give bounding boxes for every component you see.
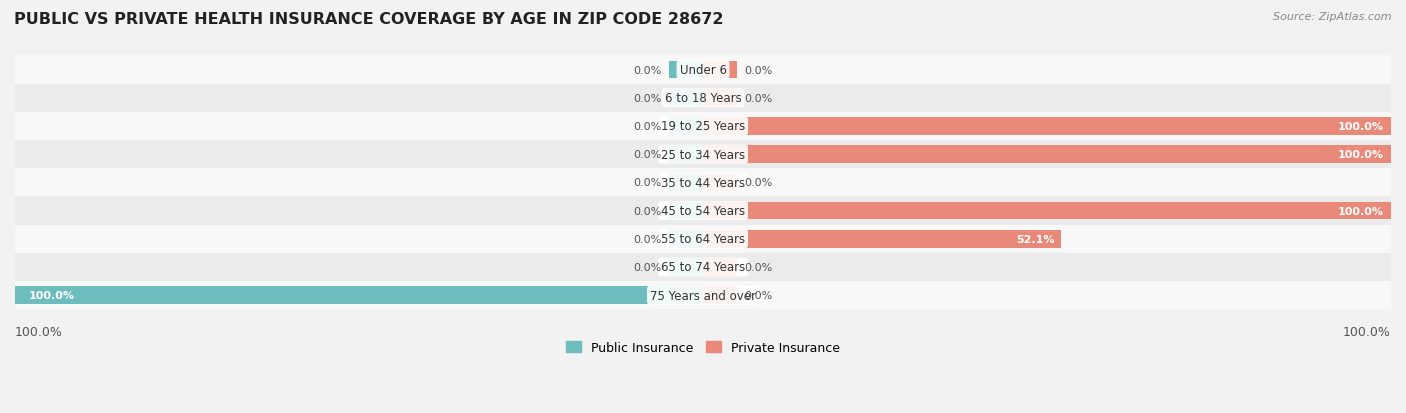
Text: 45 to 54 Years: 45 to 54 Years [661,204,745,218]
Text: 0.0%: 0.0% [634,234,662,244]
Bar [15,56,1391,84]
Text: 0.0%: 0.0% [634,121,662,132]
Text: Under 6: Under 6 [679,64,727,77]
Bar [703,230,1062,248]
Bar [703,118,1391,135]
Legend: Public Insurance, Private Insurance: Public Insurance, Private Insurance [561,336,845,359]
Bar [703,146,1391,164]
Bar [669,174,703,192]
Text: 0.0%: 0.0% [744,262,772,272]
Text: 6 to 18 Years: 6 to 18 Years [665,92,741,105]
Bar [669,259,703,276]
Bar [15,169,1391,197]
Bar [15,253,1391,281]
Bar [15,287,703,304]
Bar [703,174,737,192]
Bar [15,225,1391,253]
Text: 100.0%: 100.0% [1339,150,1384,160]
Bar [703,90,737,107]
Text: 25 to 34 Years: 25 to 34 Years [661,148,745,161]
Bar [669,146,703,164]
Text: 52.1%: 52.1% [1017,234,1054,244]
Text: 0.0%: 0.0% [744,178,772,188]
Bar [669,202,703,220]
Text: 100.0%: 100.0% [15,325,63,338]
Bar [703,62,737,79]
Bar [15,281,1391,309]
Text: 0.0%: 0.0% [744,93,772,104]
Bar [669,90,703,107]
Bar [669,62,703,79]
Text: 75 Years and over: 75 Years and over [650,289,756,302]
Text: 100.0%: 100.0% [1343,325,1391,338]
Text: 0.0%: 0.0% [634,178,662,188]
Bar [703,202,1391,220]
Text: Source: ZipAtlas.com: Source: ZipAtlas.com [1274,12,1392,22]
Text: 0.0%: 0.0% [634,93,662,104]
Text: 0.0%: 0.0% [744,65,772,75]
Text: 100.0%: 100.0% [1339,121,1384,132]
Bar [15,113,1391,141]
Bar [15,197,1391,225]
Text: 0.0%: 0.0% [744,290,772,300]
Bar [669,230,703,248]
Text: 100.0%: 100.0% [28,290,75,300]
Text: 35 to 44 Years: 35 to 44 Years [661,176,745,190]
Text: 55 to 64 Years: 55 to 64 Years [661,233,745,246]
Bar [15,84,1391,113]
Text: 19 to 25 Years: 19 to 25 Years [661,120,745,133]
Text: 0.0%: 0.0% [634,206,662,216]
Bar [15,141,1391,169]
Bar [703,259,737,276]
Text: 0.0%: 0.0% [634,150,662,160]
Text: 100.0%: 100.0% [1339,206,1384,216]
Text: 0.0%: 0.0% [634,262,662,272]
Text: PUBLIC VS PRIVATE HEALTH INSURANCE COVERAGE BY AGE IN ZIP CODE 28672: PUBLIC VS PRIVATE HEALTH INSURANCE COVER… [14,12,724,27]
Bar [703,287,737,304]
Bar [669,118,703,135]
Text: 0.0%: 0.0% [634,65,662,75]
Text: 65 to 74 Years: 65 to 74 Years [661,261,745,274]
